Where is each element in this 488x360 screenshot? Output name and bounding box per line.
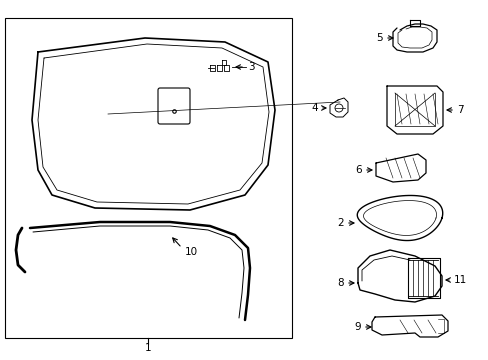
FancyBboxPatch shape (158, 88, 190, 124)
Text: 5: 5 (376, 33, 382, 43)
Text: 2: 2 (337, 218, 343, 228)
Text: 3: 3 (247, 62, 254, 72)
Text: 6: 6 (355, 165, 361, 175)
Text: 4: 4 (311, 103, 317, 113)
Text: 9: 9 (354, 322, 360, 332)
Bar (5, 18, 291, 338)
Text: 1: 1 (144, 343, 151, 353)
Text: 8: 8 (337, 278, 343, 288)
Text: 11: 11 (453, 275, 467, 285)
Text: 7: 7 (456, 105, 463, 115)
Text: 10: 10 (184, 247, 198, 257)
